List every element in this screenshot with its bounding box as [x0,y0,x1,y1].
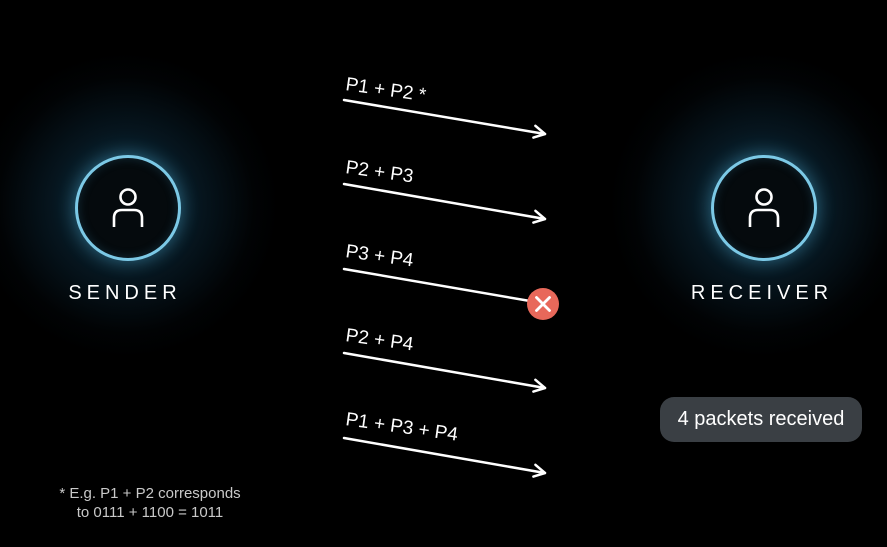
close-icon [535,296,551,312]
packet-arrow-line [342,351,547,390]
arrow-head-icon [532,209,547,224]
user-icon [112,188,144,227]
packet-arrow-line [342,182,547,221]
packet-flow-lost: P3 + P4 [342,241,559,320]
sender-label: SENDER [68,282,182,304]
sender-node [75,155,181,261]
packet-arrow-line [342,98,547,136]
footnote-line: to 0111 + 1100 = 1011 [76,504,224,521]
receiver-node [711,155,817,261]
user-icon [748,188,780,227]
packet-flow: P2 + P4 [342,325,547,393]
status-badge: 4 packets received [660,397,862,442]
packet-arrow-line [342,436,547,475]
packet-label: P3 + P4 [344,241,415,271]
arrow-head-icon [532,463,547,478]
packet-flow: P1 + P2 * [342,74,547,139]
receiver-label: RECEIVER [690,282,834,304]
packet-label: P2 + P3 [344,157,414,187]
packet-flow: P2 + P3 [342,157,547,224]
packet-flow: P1 + P3 + P4 [342,409,547,478]
packet-arrow-line [342,267,532,303]
packet-label: P2 + P4 [344,325,415,355]
footnote: * E.g. P1 + P2 corresponds to 0111 + 110… [30,484,270,522]
arrow-head-icon [532,378,547,393]
footnote-line: * E.g. P1 + P2 corresponds [59,485,241,502]
arrow-head-icon [532,124,547,139]
